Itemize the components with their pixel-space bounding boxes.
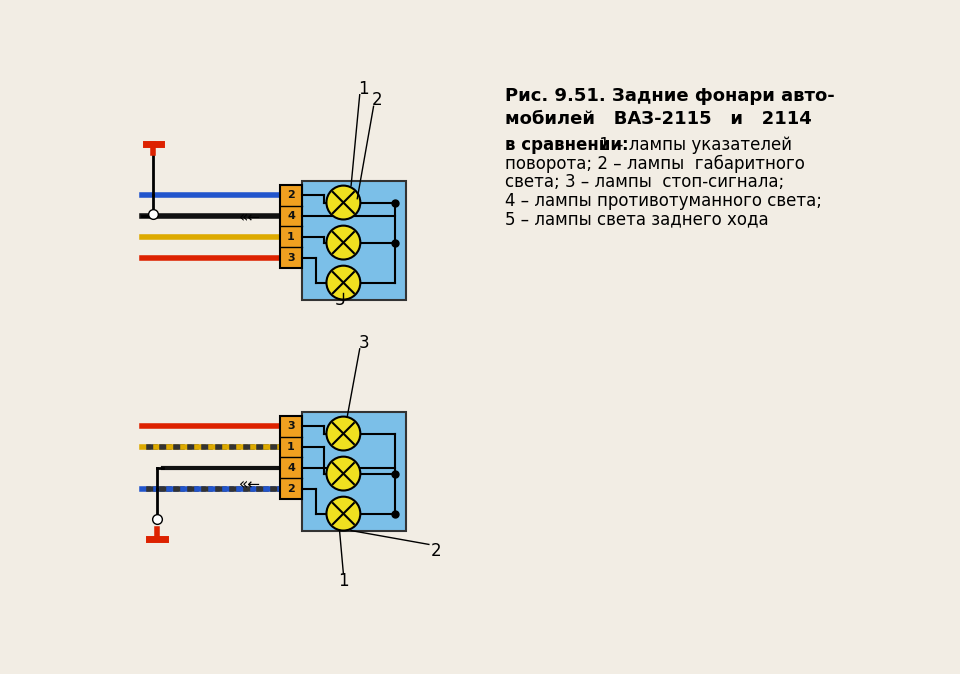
Text: 2: 2 bbox=[287, 484, 295, 493]
Circle shape bbox=[326, 417, 360, 450]
Text: 1: 1 bbox=[287, 442, 295, 452]
Bar bbox=[301, 412, 406, 531]
Circle shape bbox=[326, 266, 360, 299]
Circle shape bbox=[326, 457, 360, 491]
Text: света; 3 – лампы  стоп-сигнала;: света; 3 – лампы стоп-сигнала; bbox=[505, 173, 784, 191]
Text: 1: 1 bbox=[287, 232, 295, 242]
Text: 1: 1 bbox=[358, 80, 369, 98]
Text: 4 – лампы противотуманного света;: 4 – лампы противотуманного света; bbox=[505, 192, 822, 210]
Text: «←: «← bbox=[238, 477, 260, 492]
Text: 3: 3 bbox=[358, 334, 369, 352]
Text: поворота; 2 – лампы  габаритного: поворота; 2 – лампы габаритного bbox=[505, 155, 805, 173]
Bar bbox=[301, 181, 406, 301]
Bar bbox=[280, 416, 301, 499]
Text: 2: 2 bbox=[287, 190, 295, 200]
Text: 3: 3 bbox=[287, 421, 295, 431]
Circle shape bbox=[326, 226, 360, 259]
Circle shape bbox=[326, 497, 360, 530]
Text: 4: 4 bbox=[287, 211, 295, 221]
Text: 1 – лампы указателей: 1 – лампы указателей bbox=[594, 136, 792, 154]
Text: 2: 2 bbox=[372, 91, 383, 109]
Text: 3: 3 bbox=[287, 253, 295, 263]
Text: 1: 1 bbox=[338, 572, 348, 590]
Text: 5 – лампы света заднего хода: 5 – лампы света заднего хода bbox=[505, 210, 769, 228]
Text: 2: 2 bbox=[431, 542, 442, 559]
Text: 3: 3 bbox=[334, 291, 345, 309]
Text: Рис. 9.51. Задние фонари авто-: Рис. 9.51. Задние фонари авто- bbox=[505, 87, 835, 105]
Text: 4: 4 bbox=[287, 463, 295, 472]
Bar bbox=[280, 185, 301, 268]
Text: в сравнении:: в сравнении: bbox=[505, 136, 629, 154]
Text: мобилей   ВАЗ-2115   и   2114: мобилей ВАЗ-2115 и 2114 bbox=[505, 110, 812, 128]
Circle shape bbox=[326, 185, 360, 220]
Text: «←: «← bbox=[238, 210, 260, 225]
